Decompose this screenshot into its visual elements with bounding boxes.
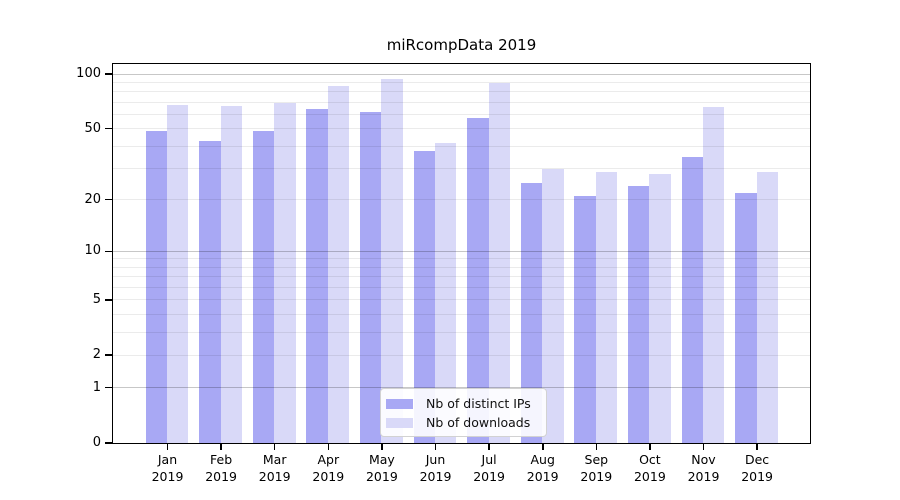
gridline-5 (113, 299, 810, 301)
y-tick-label-50: 50 (84, 120, 101, 136)
bar-downloads-nov (703, 107, 725, 443)
gridline-10 (113, 250, 810, 252)
chart-title: miRcompData 2019 (386, 36, 537, 54)
y-tick-label-10: 10 (84, 243, 101, 259)
legend-swatch-ips (386, 398, 413, 409)
x-tick-oct (649, 444, 651, 450)
bar-distinct-ips-dec (735, 192, 757, 443)
gridline-50 (113, 128, 810, 130)
legend-swatch-downloads (386, 417, 413, 428)
x-tick-label-may: May 2019 (365, 452, 398, 484)
bar-distinct-ips-mar (252, 130, 275, 443)
y-tick-label-1: 1 (92, 379, 101, 395)
bar-distinct-ips-feb (199, 140, 221, 443)
legend-label-ips: Nb of distinct IPs (426, 396, 531, 411)
gridline-60 (113, 113, 810, 115)
legend-item-ips: Nb of distinct IPs (386, 394, 546, 413)
gridline-6 (113, 286, 810, 288)
bar-downloads-aug (542, 168, 564, 443)
gridline-4 (113, 313, 810, 315)
gridline-80 (113, 91, 810, 93)
y-tick-10 (105, 250, 112, 252)
x-tick-nov (702, 444, 705, 450)
x-tick-jul (488, 444, 490, 450)
x-tick-label-jul: Jul 2019 (473, 452, 505, 484)
y-tick-1 (105, 386, 112, 389)
y-tick-label-20: 20 (84, 191, 101, 207)
x-tick-mar (273, 444, 276, 450)
x-tick-dec (756, 444, 758, 450)
gridline-2 (113, 354, 810, 356)
y-tick-0 (105, 442, 112, 444)
x-tick-label-jun: Jun 2019 (419, 452, 452, 484)
bar-distinct-ips-apr (306, 108, 328, 443)
bar-downloads-mar (274, 102, 296, 443)
y-tick-5 (105, 299, 112, 301)
bar-distinct-ips-sep (574, 196, 596, 443)
bar-downloads-apr (327, 85, 350, 443)
gridline-100 (113, 73, 810, 75)
bar-downloads-jun (435, 142, 457, 443)
x-tick-apr (327, 444, 330, 450)
plot-area (112, 63, 811, 444)
y-tick-2 (105, 354, 112, 356)
gridline-8 (113, 266, 810, 268)
gridline-3 (113, 331, 810, 333)
x-tick-label-sep: Sep 2019 (580, 452, 613, 484)
x-tick-label-oct: Oct 2019 (633, 452, 666, 484)
plot-area-inner (113, 64, 810, 443)
gridline-90 (113, 81, 810, 83)
bar-distinct-ips-aug (520, 183, 543, 443)
bar-downloads-sep (595, 171, 618, 443)
bar-downloads-jan (167, 104, 189, 443)
y-tick-label-100: 100 (76, 66, 101, 81)
bar-downloads-oct (649, 174, 671, 443)
bar-downloads-feb (220, 106, 242, 443)
bar-distinct-ips-jan (145, 130, 167, 443)
bar-distinct-ips-may (360, 112, 382, 443)
bar-downloads-may (381, 78, 403, 443)
x-tick-label-feb: Feb 2019 (205, 452, 237, 484)
bar-distinct-ips-oct (628, 186, 650, 443)
x-tick-label-nov: Nov 2019 (687, 452, 720, 484)
bar-downloads-jul (488, 82, 510, 443)
x-tick-jun (434, 444, 437, 450)
gridline-9 (113, 258, 810, 260)
x-tick-feb (220, 444, 222, 450)
y-tick-20 (105, 198, 112, 201)
x-tick-aug (542, 444, 544, 450)
bar-downloads-dec (756, 171, 778, 443)
x-tick-sep (595, 444, 597, 450)
y-tick-label-2: 2 (92, 347, 101, 363)
gridline-40 (113, 145, 810, 147)
x-tick-may (381, 444, 383, 450)
x-tick-label-apr: Apr 2019 (312, 452, 345, 484)
legend-item-downloads: Nb of downloads (386, 413, 546, 432)
gridline-20 (113, 199, 810, 201)
y-tick-label-0: 0 (92, 435, 101, 450)
bar-distinct-ips-jun (413, 150, 435, 443)
x-tick-jan (166, 444, 169, 450)
legend-label-downloads: Nb of downloads (426, 415, 531, 430)
gridline-30 (113, 167, 810, 169)
legend: Nb of distinct IPs Nb of downloads (380, 388, 547, 437)
gridline-1 (113, 387, 810, 389)
bar-distinct-ips-nov (681, 157, 703, 443)
x-tick-label-aug: Aug 2019 (526, 452, 559, 484)
gridline-70 (113, 101, 810, 103)
y-tick-label-5: 5 (92, 291, 101, 307)
x-tick-label-mar: Mar 2019 (258, 452, 291, 484)
x-tick-label-dec: Dec 2019 (741, 452, 773, 484)
gridline-7 (113, 276, 810, 278)
bar-distinct-ips-jul (467, 117, 489, 443)
y-tick-50 (105, 127, 112, 130)
y-tick-100 (105, 73, 112, 75)
x-tick-label-jan: Jan 2019 (151, 452, 184, 484)
